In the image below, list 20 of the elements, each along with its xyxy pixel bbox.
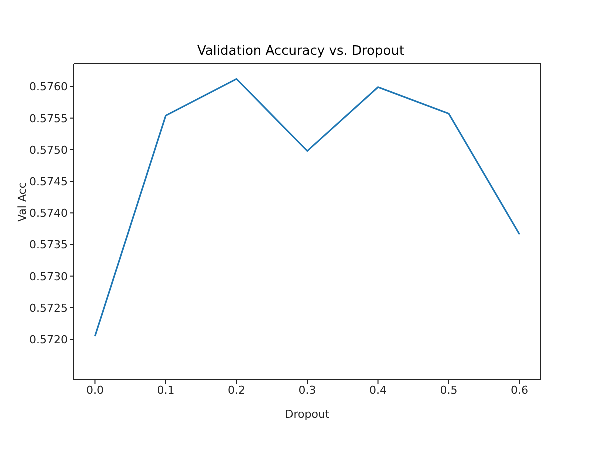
y-tick-label: 0.5745 <box>30 175 68 188</box>
x-tick-label: 0.5 <box>440 384 458 397</box>
y-tick-label: 0.5760 <box>30 80 68 94</box>
y-tick-label: 0.5720 <box>30 333 68 346</box>
x-axis-title: Dropout <box>285 408 330 421</box>
chart-title: Validation Accuracy vs. Dropout <box>196 44 406 59</box>
x-tick-label: 0.4 <box>370 384 388 397</box>
y-tick-label: 0.5730 <box>30 270 68 284</box>
y-tick-label: 0.5735 <box>30 238 68 252</box>
x-tick-label: 0.3 <box>298 384 316 397</box>
y-tick-label: 0.5750 <box>30 144 68 157</box>
x-tick-label: 0.0 <box>86 384 104 397</box>
y-tick-label: 0.5755 <box>30 112 68 126</box>
x-tick-label: 0.2 <box>228 384 246 397</box>
y-tick-label: 0.5725 <box>30 302 68 315</box>
line-series <box>94 78 521 338</box>
y-tick-label: 0.5740 <box>30 207 68 220</box>
x-tick-label: 0.6 <box>511 384 529 397</box>
y-axis-title: Val Acc <box>16 182 29 222</box>
x-tick-label: 0.1 <box>157 384 175 397</box>
